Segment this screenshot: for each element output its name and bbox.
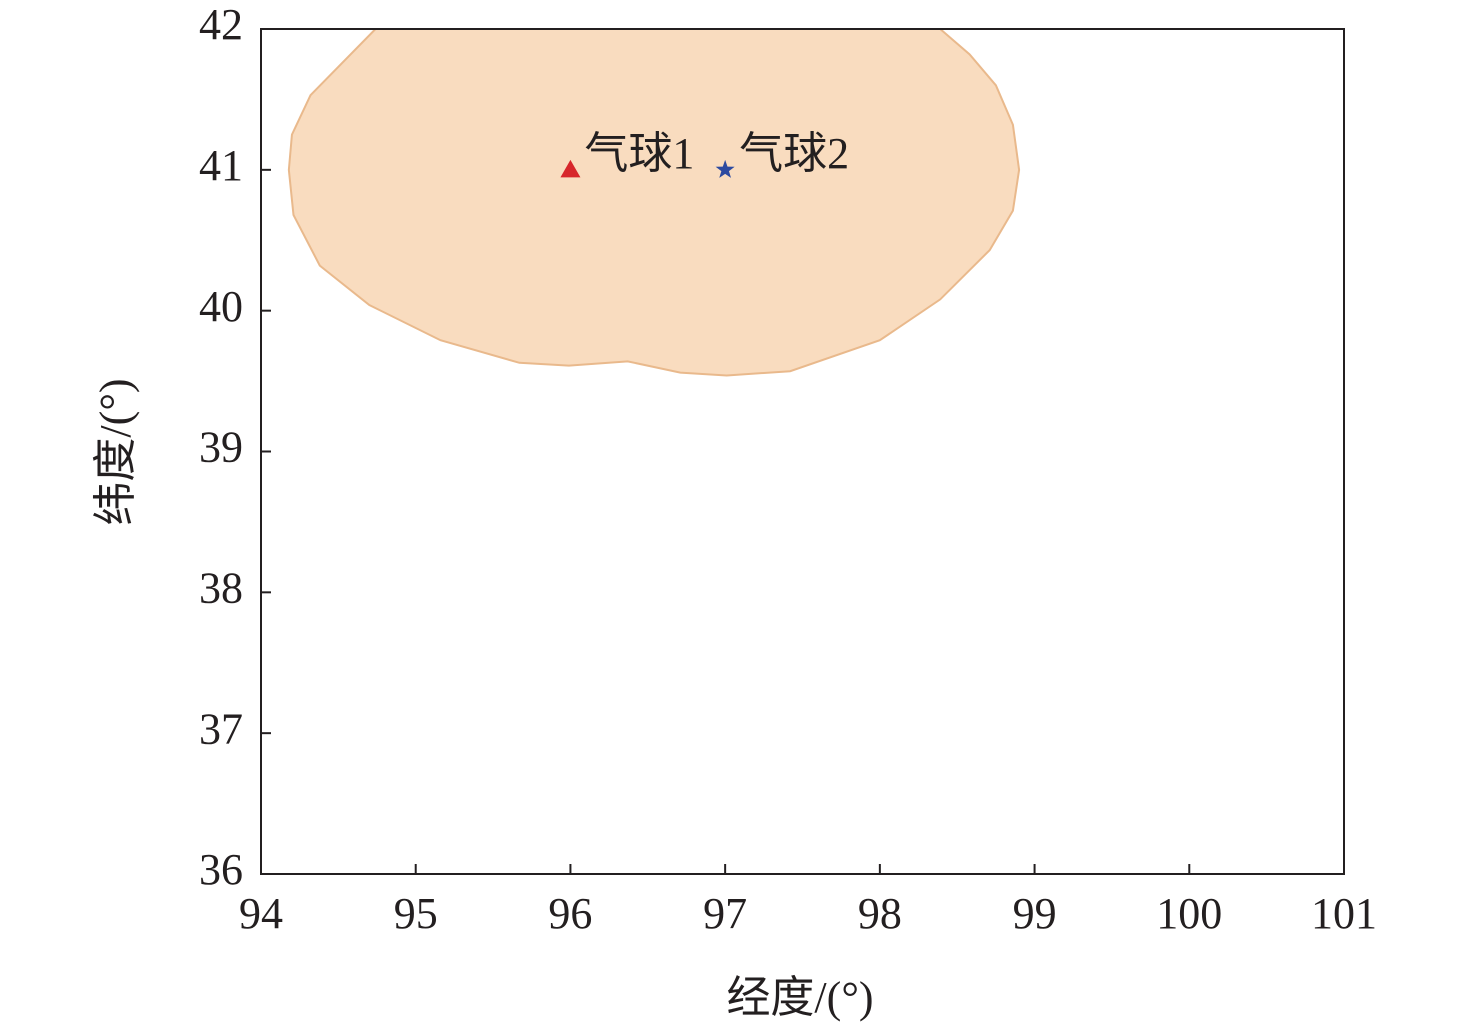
point-label: 气球2 — [739, 129, 849, 178]
y-tick-label: 41 — [199, 141, 243, 190]
y-tick-label: 42 — [199, 0, 243, 49]
y-axis-label: 纬度/(°) — [91, 378, 140, 525]
coverage-region — [287, 29, 1021, 377]
point-label: 气球1 — [584, 129, 694, 178]
y-tick-label: 40 — [199, 282, 243, 331]
y-tick-label: 38 — [199, 563, 243, 612]
x-axis-label: 经度/(°) — [726, 973, 873, 1022]
y-tick-label: 36 — [199, 845, 243, 894]
x-tick-label: 96 — [548, 889, 592, 938]
y-tick-label: 39 — [199, 423, 243, 472]
x-tick-label: 94 — [239, 889, 283, 938]
x-tick-label: 95 — [394, 889, 438, 938]
point-marker — [560, 159, 581, 178]
x-tick-label: 100 — [1156, 889, 1222, 938]
x-tick-label: 97 — [703, 889, 747, 938]
point-marker — [715, 159, 735, 178]
region-layer — [287, 29, 1021, 377]
y-tick-label: 37 — [199, 704, 243, 753]
x-tick-label: 99 — [1013, 889, 1057, 938]
x-tick-label: 101 — [1311, 889, 1377, 938]
x-tick-label: 98 — [858, 889, 902, 938]
